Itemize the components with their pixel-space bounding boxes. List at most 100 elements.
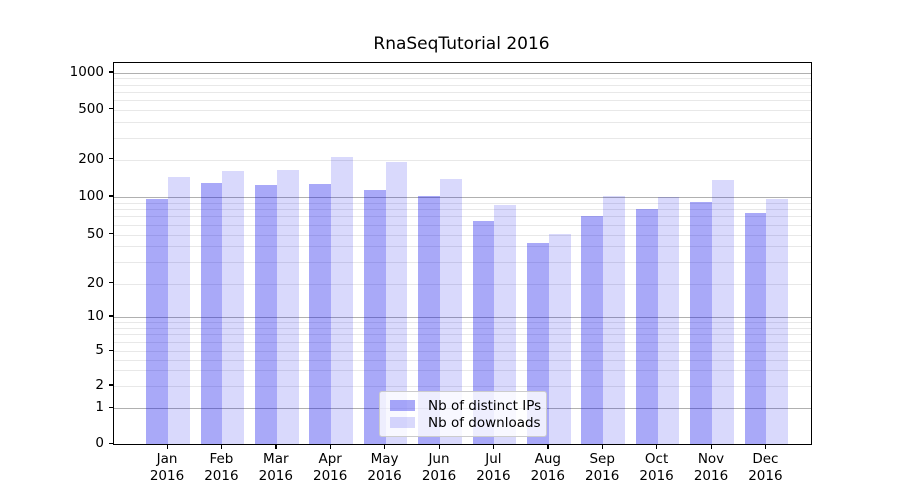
x-tick-mark xyxy=(601,444,603,449)
legend-row: Nb of distinct IPs xyxy=(390,397,541,414)
y-axis-tick-label: 200 xyxy=(78,150,104,167)
x-axis-tick-label: Jun 2016 xyxy=(421,451,457,484)
bar-ips-feb xyxy=(200,183,223,444)
gridline-major xyxy=(114,72,811,74)
x-axis-tick-label: Oct 2016 xyxy=(639,451,674,484)
x-tick-mark xyxy=(710,444,712,449)
gridline-minor xyxy=(114,283,811,285)
bar-ips-jul xyxy=(472,221,495,444)
x-axis-tick-label: Dec 2016 xyxy=(748,451,783,484)
gridline-minor xyxy=(114,342,811,344)
gridline-minor xyxy=(114,385,811,387)
x-tick-mark xyxy=(275,444,277,449)
x-tick-mark xyxy=(384,444,386,449)
y-tick-mark xyxy=(109,406,113,409)
gridline-minor xyxy=(114,224,811,226)
gridline-minor xyxy=(114,261,811,263)
x-axis-tick-label: Nov 2016 xyxy=(693,451,729,484)
gridline-minor xyxy=(114,159,811,161)
bar-downloads-jul xyxy=(494,205,517,444)
legend-swatch-ips xyxy=(390,400,415,411)
y-axis-tick-label: 50 xyxy=(86,225,104,242)
x-tick-mark xyxy=(220,444,223,449)
chart-title: RnaSeqTutorial 2016 xyxy=(373,34,550,54)
y-axis-tick-label: 10 xyxy=(86,307,104,324)
x-axis-tick-label: Feb 2016 xyxy=(204,451,239,484)
bar-ips-mar xyxy=(255,185,277,444)
bar-downloads-dec xyxy=(766,198,789,444)
y-tick-mark xyxy=(109,315,113,317)
legend: Nb of distinct IPs Nb of downloads xyxy=(379,391,547,437)
bar-downloads-jan xyxy=(168,176,190,444)
bar-downloads-may xyxy=(385,162,408,444)
plot-area: Nb of distinct IPs Nb of downloads xyxy=(113,62,812,445)
bar-ips-jun xyxy=(418,195,440,444)
bar-downloads-sep xyxy=(603,195,625,444)
x-axis-tick-label: Sep 2016 xyxy=(585,451,620,484)
gridline-minor xyxy=(114,137,811,139)
gridline-minor xyxy=(114,234,811,236)
y-tick-mark xyxy=(109,442,113,444)
bar-ips-oct xyxy=(635,209,658,444)
legend-label: Nb of downloads xyxy=(428,414,541,431)
legend-row: Nb of downloads xyxy=(390,414,541,431)
bar-downloads-aug xyxy=(548,233,571,444)
x-axis-tick-label: Apr 2016 xyxy=(313,451,348,484)
x-tick-mark xyxy=(438,444,440,449)
x-tick-mark xyxy=(492,444,495,449)
y-axis-tick-label: 1000 xyxy=(69,63,104,80)
x-axis-tick-label: Jan 2016 xyxy=(149,451,185,484)
x-tick-mark xyxy=(329,444,331,449)
legend-swatch-downloads xyxy=(390,417,415,428)
gridline-minor xyxy=(114,91,811,93)
x-tick-mark xyxy=(166,444,168,449)
gridline-minor xyxy=(114,327,811,329)
x-tick-mark xyxy=(547,444,549,449)
bar-downloads-jun xyxy=(440,178,462,444)
y-axis-tick-label: 2 xyxy=(95,376,104,393)
y-axis-tick-label: 0 xyxy=(95,435,104,451)
y-axis-tick-label: 5 xyxy=(95,342,104,359)
y-tick-mark xyxy=(109,349,113,351)
gridline-major xyxy=(114,316,811,318)
x-axis-tick-label: Jul 2016 xyxy=(476,451,511,484)
x-axis-tick-label: Aug 2016 xyxy=(530,451,565,484)
x-axis-tick-label: May 2016 xyxy=(367,451,402,484)
gridline-minor xyxy=(114,334,811,336)
bar-ips-dec xyxy=(744,213,767,444)
y-axis-tick-label: 1 xyxy=(95,399,104,416)
gridline-minor xyxy=(114,351,811,353)
bar-ips-nov xyxy=(690,202,712,444)
y-tick-mark xyxy=(109,282,113,284)
bar-ips-may xyxy=(363,190,386,444)
bar-ips-sep xyxy=(581,216,604,444)
gridline-minor xyxy=(114,321,811,323)
y-axis-tick-label: 100 xyxy=(78,187,104,204)
gridline-minor xyxy=(114,370,811,372)
y-tick-mark xyxy=(109,384,113,386)
x-tick-mark xyxy=(656,444,658,449)
y-tick-mark xyxy=(109,108,113,110)
bar-downloads-mar xyxy=(276,169,299,444)
gridline-minor xyxy=(114,216,811,218)
x-tick-mark xyxy=(764,444,767,449)
gridline-minor xyxy=(114,84,811,86)
gridline-minor xyxy=(114,109,811,111)
bar-ips-jan xyxy=(146,198,168,444)
gridline-minor xyxy=(114,359,811,361)
y-axis-tick-label: 500 xyxy=(78,100,104,117)
gridline-minor xyxy=(114,78,811,80)
bar-ips-apr xyxy=(309,184,332,444)
bar-downloads-oct xyxy=(657,196,680,444)
gridline-major xyxy=(114,196,811,198)
y-tick-mark xyxy=(109,195,113,197)
gridline-minor xyxy=(114,209,811,210)
gridline-minor xyxy=(114,121,811,123)
bar-downloads-nov xyxy=(712,180,734,444)
y-tick-mark xyxy=(109,233,113,235)
y-tick-mark xyxy=(109,158,113,160)
bar-downloads-apr xyxy=(331,156,353,444)
x-axis-tick-label: Mar 2016 xyxy=(258,451,293,484)
gridline-minor xyxy=(114,202,811,204)
